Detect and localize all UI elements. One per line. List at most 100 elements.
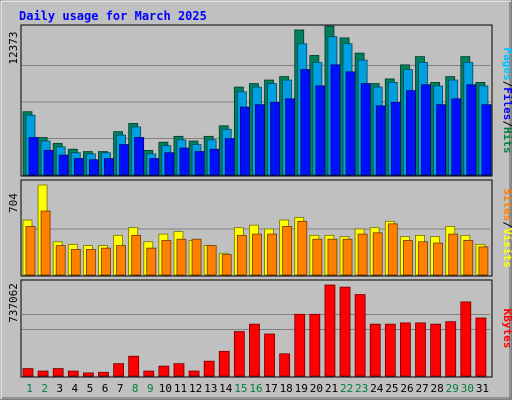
bar-kbytes-day-14	[218, 350, 230, 377]
ymax-labels: 12373 704 737062	[7, 31, 20, 322]
x-label-day-15: 15	[234, 382, 247, 395]
bar-pages-day-16	[255, 104, 265, 176]
x-label-day-4: 4	[72, 382, 79, 395]
x-label-day-31: 31	[476, 382, 489, 395]
bar-sites-day-12	[191, 238, 202, 276]
bar-pages-day-14	[224, 138, 235, 176]
x-label-day-21: 21	[325, 382, 338, 395]
x-label-day-9: 9	[147, 382, 154, 395]
bar-pages-day-7	[119, 144, 129, 176]
x-label-day-24: 24	[370, 382, 384, 395]
bar-sites-day-24	[372, 232, 383, 276]
bar-kbytes-day-30	[460, 301, 472, 377]
legend: KBytes	[501, 309, 512, 349]
x-label-day-19: 19	[295, 382, 308, 395]
x-label-day-28: 28	[431, 382, 444, 395]
x-label-day-3: 3	[56, 382, 63, 395]
bar-kbytes-day-22	[339, 286, 351, 377]
bar-pages-day-23	[360, 83, 371, 176]
x-label-day-8: 8	[132, 382, 139, 395]
x-label-day-1: 1	[26, 382, 33, 395]
legend-entry: KBytes	[501, 309, 512, 349]
x-label-day-18: 18	[280, 382, 293, 395]
legend-entry: /	[501, 120, 512, 127]
bar-sites-day-1	[25, 226, 36, 276]
bar-sites-day-10	[161, 240, 172, 276]
bar-kbytes-day-21	[324, 284, 336, 377]
bar-kbytes-day-15	[233, 331, 245, 377]
bar-kbytes-day-8	[128, 355, 140, 377]
bar-sites-day-14	[221, 254, 232, 276]
x-label-day-12: 12	[189, 382, 202, 395]
bar-sites-day-5	[85, 249, 96, 276]
bar-pages-day-9	[149, 158, 160, 176]
x-label-day-5: 5	[87, 382, 94, 395]
bar-pages-day-30	[466, 84, 477, 176]
bar-pages-day-2	[43, 149, 54, 176]
bar-kbytes-day-7	[113, 363, 124, 377]
bar-kbytes-day-12	[188, 370, 200, 377]
bar-sites-day-30	[463, 240, 474, 276]
legend-entry: Hits	[501, 127, 512, 154]
bar-kbytes-day-29	[445, 321, 457, 377]
bar-pages-day-21	[330, 64, 341, 176]
bar-sites-day-9	[146, 247, 157, 276]
bar-sites-day-31	[478, 246, 489, 276]
x-label-day-6: 6	[102, 382, 109, 395]
bar-kbytes-day-2	[37, 370, 49, 377]
bar-kbytes-day-18	[279, 353, 291, 377]
bar-pages-day-10	[164, 152, 175, 176]
bar-sites-day-23	[357, 233, 368, 276]
bar-kbytes-day-17	[264, 333, 275, 377]
bar-kbytes-day-24	[369, 323, 381, 377]
x-label-day-10: 10	[159, 382, 172, 395]
bar-kbytes-day-13	[203, 360, 215, 377]
bar-kbytes-day-23	[354, 294, 366, 377]
bar-pages-day-3	[58, 154, 69, 176]
x-label-day-16: 16	[249, 382, 262, 395]
bar-sites-day-17	[267, 233, 277, 276]
bar-sites-day-4	[70, 249, 81, 276]
bar-kbytes-day-16	[249, 323, 260, 377]
bar-kbytes-day-3	[52, 368, 64, 377]
bar-pages-day-31	[481, 104, 492, 176]
bar-sites-day-25	[387, 223, 398, 276]
bar-kbytes-day-1	[22, 368, 34, 377]
x-label-day-11: 11	[174, 382, 187, 395]
bar-pages-day-24	[375, 105, 386, 176]
bar-sites-day-3	[55, 245, 66, 276]
bar-pages-day-11	[179, 147, 190, 176]
bar-kbytes-day-26	[400, 322, 411, 377]
x-label-day-23: 23	[355, 382, 368, 395]
bar-sites-day-21	[327, 238, 338, 276]
bar-kbytes-day-11	[173, 363, 185, 377]
legend-entry: Sites	[501, 188, 512, 221]
bar-sites-day-2	[40, 210, 51, 276]
bar-pages-day-22	[345, 71, 356, 176]
bar-pages-day-5	[88, 159, 99, 176]
bar-pages-day-1	[28, 137, 39, 176]
bar-sites-day-18	[282, 226, 293, 276]
bars	[22, 25, 492, 377]
x-label-day-17: 17	[264, 382, 277, 395]
bar-pages-day-8	[134, 137, 145, 176]
bar-sites-day-13	[206, 245, 217, 276]
legend: Sites/Visits	[501, 188, 512, 268]
bar-sites-day-29	[448, 233, 459, 276]
bar-sites-day-15	[236, 234, 247, 276]
bar-pages-day-15	[239, 106, 250, 176]
bar-sites-day-28	[433, 242, 444, 276]
x-label-day-29: 29	[446, 382, 459, 395]
bar-sites-day-20	[312, 238, 323, 276]
y-max-label: 704	[7, 193, 20, 213]
bar-pages-day-13	[209, 148, 220, 176]
bar-sites-day-6	[101, 247, 111, 276]
legend-entry: Pages	[501, 48, 512, 81]
x-label-day-13: 13	[204, 382, 217, 395]
bar-kbytes-day-20	[309, 313, 321, 377]
bar-pages-day-26	[406, 90, 416, 176]
x-label-day-2: 2	[41, 382, 48, 395]
bar-sites-day-8	[131, 234, 142, 276]
bar-sites-day-16	[252, 233, 262, 276]
